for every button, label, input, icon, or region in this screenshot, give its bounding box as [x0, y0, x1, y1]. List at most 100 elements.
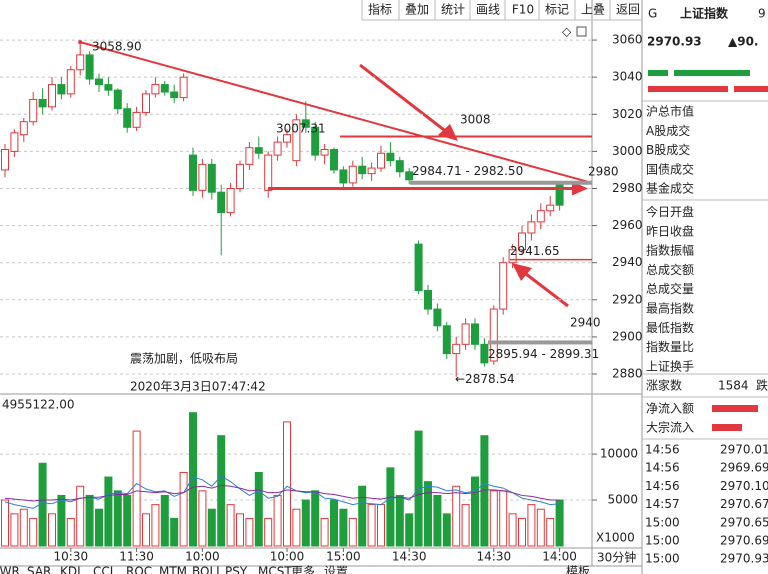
candle-body: [414, 243, 423, 292]
volume-bar: [264, 517, 273, 547]
range-bar: [410, 180, 592, 185]
x-tick-label: 10:00: [270, 550, 305, 564]
trade-time: 15:00: [645, 515, 680, 529]
candle-body: [207, 163, 216, 193]
candle-body: [442, 325, 451, 355]
stat-label: 总成交额: [646, 262, 694, 277]
stat-label: 指数量比: [646, 339, 694, 354]
candle-body: [424, 290, 432, 310]
toolbar-button[interactable]: 叠加: [405, 3, 429, 17]
candle-body: [132, 111, 141, 128]
level-label: 2940: [570, 316, 601, 330]
icon-square[interactable]: [576, 26, 587, 37]
trade-time: 15:00: [645, 552, 680, 566]
flow-bar: [712, 405, 758, 412]
candle-body: [57, 84, 66, 95]
indicator-tab[interactable]: SAR: [27, 565, 51, 574]
level-label: 2980: [588, 165, 619, 179]
toolbar-button[interactable]: 上叠: [581, 3, 605, 17]
arrow-head: [572, 181, 588, 196]
volume-bar: [339, 508, 348, 547]
trade-price: 2970.69: [720, 534, 768, 548]
volume-bar: [377, 504, 385, 547]
stat-label: 国债成交: [646, 161, 694, 176]
price-label: 3058.90: [92, 40, 142, 54]
quote-flag: G: [648, 7, 657, 21]
candle-body: [113, 89, 122, 110]
volume-bar: [358, 485, 367, 547]
y-tick-label: 5000: [607, 493, 638, 507]
price-label: 2941.65: [510, 244, 560, 258]
candle-body: [348, 165, 357, 184]
indicator-tab[interactable]: KDJ: [60, 565, 81, 574]
candle-body: [311, 126, 320, 156]
volume-ma-line: [4, 484, 560, 502]
trade-time: 14:56: [645, 443, 680, 457]
volume-bar: [489, 490, 498, 547]
volume-bar: [66, 517, 75, 547]
candle-body: [217, 191, 226, 214]
candle-body: [264, 154, 273, 191]
x-tick-label: 14:30: [477, 550, 512, 564]
price-label: 3007.31: [276, 121, 326, 135]
x-tick-label: 10:30: [54, 550, 89, 564]
volume-bar: [236, 513, 244, 547]
tab[interactable]: 模板: [566, 565, 590, 574]
candle-body: [283, 134, 291, 143]
indicator-tab[interactable]: MTM: [159, 565, 187, 574]
caption: 震荡加剧，低吸布局: [130, 352, 238, 366]
quote-code: 9: [758, 7, 766, 21]
flow-label: 大宗流入: [646, 420, 694, 435]
toolbar-button[interactable]: 统计: [441, 3, 465, 17]
trade-time: 14:56: [645, 461, 680, 475]
candle-body: [471, 323, 479, 345]
toolbar-button[interactable]: 画线: [476, 3, 500, 17]
candle-body: [377, 152, 385, 169]
indicator-tab[interactable]: MCST: [258, 565, 292, 574]
volume-bar: [226, 504, 235, 547]
trade-time: 14:56: [645, 479, 680, 493]
stat-label: 上证换手: [646, 359, 694, 373]
toolbar-button[interactable]: 返回: [616, 3, 640, 17]
indicator-tab[interactable]: ROC: [126, 565, 152, 574]
quote-price: 2970.93: [647, 35, 702, 49]
candle-body: [546, 204, 555, 212]
candle-body: [480, 343, 489, 364]
candle-body: [179, 76, 188, 99]
candle-body: [320, 149, 329, 156]
indicator-tab[interactable]: PSY: [225, 565, 248, 574]
indicator-tab[interactable]: 设置: [324, 565, 348, 574]
volume-bar: [348, 517, 357, 547]
indicator-tab[interactable]: BOLL: [192, 565, 223, 574]
candle-body: [142, 93, 150, 113]
volume-bar: [142, 513, 150, 547]
candle-body: [536, 210, 545, 223]
volume-bar: [123, 494, 132, 547]
stat-label: 昨日收盘: [646, 223, 694, 238]
toolbar-button[interactable]: 标记: [545, 3, 569, 17]
indicator-tab[interactable]: LWR: [0, 565, 20, 574]
y-tick-label: 3020: [612, 107, 643, 121]
icon-diamond[interactable]: ◇: [562, 25, 572, 39]
toolbar-button[interactable]: F10: [512, 3, 534, 17]
candle-body: [76, 54, 85, 71]
volume-bar: [292, 508, 301, 547]
volume-bar: [433, 494, 442, 547]
tab[interactable]: 30分钟: [597, 550, 636, 565]
candle-body: [555, 184, 564, 206]
trade-price: 2970.01: [720, 443, 768, 457]
indicator-tab[interactable]: CCI: [93, 565, 113, 574]
volume-bar: [367, 504, 376, 547]
trade-price: 2969.69: [720, 461, 768, 475]
candle-body: [236, 163, 244, 189]
indicator-tab[interactable]: 更多: [291, 565, 315, 574]
volume-bar: [311, 490, 320, 547]
volume-bar: [301, 499, 310, 547]
y-tick-label: 2920: [612, 292, 643, 306]
volume-bar: [386, 467, 395, 547]
volume-bar: [508, 513, 517, 547]
flow-bar: [712, 424, 742, 431]
trend-line: [79, 41, 593, 184]
toolbar-button[interactable]: 指标: [368, 2, 392, 17]
